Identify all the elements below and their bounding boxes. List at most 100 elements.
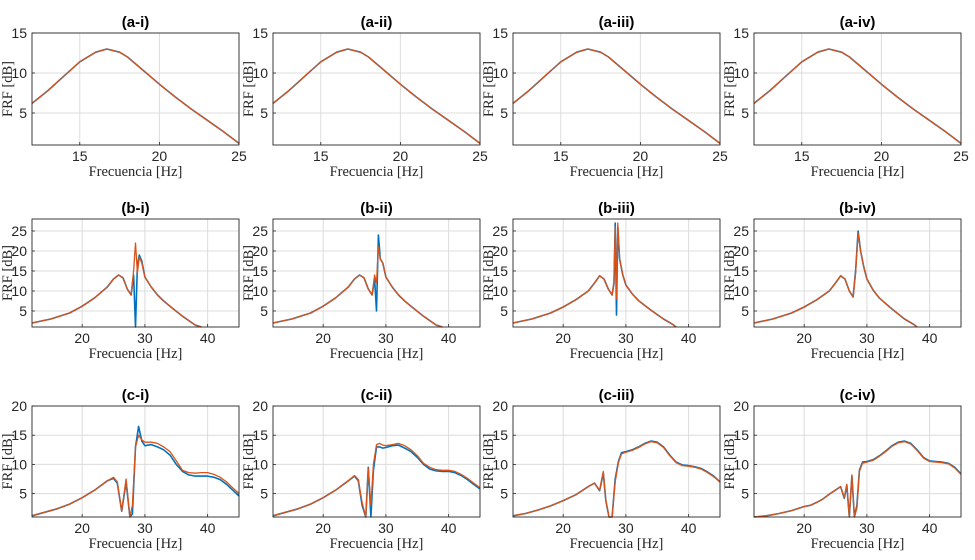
subplot-b-ii: 20 30 40 5 10 15 20 25 (b-ii) Frecuencia [Hz] FRF … <box>241 200 481 362</box>
x-tick-label: 20 <box>152 148 168 164</box>
y-tick-label: 5 <box>741 303 749 319</box>
axes-box <box>512 218 721 328</box>
x-tick-label: 20 <box>555 330 571 346</box>
axes-box <box>753 218 962 328</box>
subplot-a-i: 15 20 25 5 10 15 (a-i) Frecuencia [Hz] FRF [dB] <box>0 14 247 180</box>
x-tick-label: 40 <box>441 330 457 346</box>
y-tick-label: 5 <box>19 486 27 502</box>
y-tick-label: 10 <box>492 65 508 81</box>
axes-box <box>31 405 240 518</box>
x-tick-label: 30 <box>378 330 394 346</box>
x-tick-label: 15 <box>553 148 569 164</box>
axes-box <box>31 32 240 146</box>
y-axis-label: FRF [dB] <box>241 245 257 301</box>
x-tick-label: 30 <box>137 520 153 536</box>
x-axis-label: Frecuencia [Hz] <box>89 346 183 362</box>
y-tick-label: 10 <box>733 65 749 81</box>
plot-area <box>513 406 720 517</box>
y-tick-label: 20 <box>11 398 27 414</box>
subplot-title: (c-i) <box>122 387 150 404</box>
x-axis-label: Frecuencia [Hz] <box>330 164 424 180</box>
y-tick-label: 5 <box>19 105 27 121</box>
y-axis-label: FRF [dB] <box>241 61 257 117</box>
y-tick-label: 20 <box>492 243 508 259</box>
y-tick-label: 15 <box>11 263 27 279</box>
subplot-title: (b-ii) <box>360 200 392 217</box>
x-tick-label: 15 <box>72 148 88 164</box>
y-tick-label: 15 <box>733 263 749 279</box>
x-tick-label: 15 <box>794 148 810 164</box>
x-tick-label: 20 <box>874 148 890 164</box>
subplot-b-iv: 20 30 40 5 10 15 20 25 (b-iv) Frecuencia [Hz] FRF … <box>722 200 962 362</box>
subplot-title: (a-iii) <box>599 14 635 31</box>
series-line-2 <box>512 222 677 328</box>
axes-box <box>272 405 481 518</box>
y-axis-label: FRF [dB] <box>241 433 257 489</box>
x-tick-label: 20 <box>74 330 90 346</box>
x-tick-label: 30 <box>618 520 634 536</box>
y-tick-label: 25 <box>11 223 27 239</box>
x-tick-label: 30 <box>137 330 153 346</box>
y-axis-label: FRF [dB] <box>481 61 497 117</box>
axes-box <box>512 405 721 518</box>
y-tick-label: 5 <box>260 105 268 121</box>
y-tick-label: 10 <box>492 456 508 472</box>
y-tick-label: 15 <box>252 25 268 41</box>
subplot-title: (b-i) <box>121 200 149 217</box>
x-tick-label: 20 <box>555 520 571 536</box>
series-line-2 <box>753 232 918 328</box>
subplot-c-ii: 20 30 40 5 10 15 20 (c-ii) Frecuencia [Hz] FRF [d… <box>241 387 481 552</box>
subplot-title: (b-iv) <box>839 200 876 217</box>
x-tick-label: 20 <box>74 520 90 536</box>
x-tick-label: 25 <box>472 148 488 164</box>
x-axis-label: Frecuencia [Hz] <box>811 164 905 180</box>
y-axis-label: FRF [dB] <box>722 433 738 489</box>
x-tick-label: 40 <box>922 330 938 346</box>
x-tick-label: 40 <box>681 330 697 346</box>
axes-box <box>753 32 962 146</box>
y-tick-label: 15 <box>492 263 508 279</box>
x-axis-label: Frecuencia [Hz] <box>570 536 664 552</box>
y-axis-label: FRF [dB] <box>0 433 16 489</box>
plot-area <box>513 33 720 145</box>
y-tick-label: 10 <box>252 283 268 299</box>
y-tick-label: 5 <box>500 303 508 319</box>
subplot-title: (a-ii) <box>361 14 393 31</box>
x-tick-label: 25 <box>231 148 247 164</box>
subplot-title: (b-iii) <box>598 200 635 217</box>
x-tick-label: 30 <box>378 520 394 536</box>
y-tick-label: 15 <box>492 25 508 41</box>
series-line-2 <box>272 442 481 518</box>
y-tick-label: 25 <box>733 223 749 239</box>
series-line-2 <box>272 246 443 328</box>
subplot-a-ii: 15 20 25 5 10 15 (a-ii) Frecuencia [Hz] FRF [dB] <box>241 14 488 180</box>
y-tick-label: 20 <box>11 243 27 259</box>
x-tick-label: 30 <box>618 330 634 346</box>
x-tick-label: 20 <box>796 330 812 346</box>
x-axis-label: Frecuencia [Hz] <box>330 536 424 552</box>
x-tick-label: 40 <box>681 520 697 536</box>
x-axis-label: Frecuencia [Hz] <box>811 346 905 362</box>
x-tick-label: 40 <box>441 520 457 536</box>
y-tick-label: 10 <box>11 65 27 81</box>
y-tick-label: 15 <box>733 427 749 443</box>
subplot-title: (c-iv) <box>840 387 876 404</box>
x-axis-label: Frecuencia [Hz] <box>89 536 183 552</box>
x-axis-label: Frecuencia [Hz] <box>570 346 664 362</box>
axes-box <box>753 405 962 518</box>
x-tick-label: 20 <box>315 520 331 536</box>
y-tick-label: 5 <box>741 105 749 121</box>
x-tick-label: 40 <box>200 520 216 536</box>
x-tick-label: 20 <box>393 148 409 164</box>
axes-box <box>272 218 481 328</box>
x-tick-label: 20 <box>315 330 331 346</box>
plot-area <box>32 33 239 145</box>
plot-area <box>754 33 961 145</box>
y-tick-label: 10 <box>252 456 268 472</box>
y-tick-label: 20 <box>733 398 749 414</box>
series-line-2 <box>512 440 721 518</box>
x-tick-label: 20 <box>633 148 649 164</box>
series-line-2 <box>512 48 721 144</box>
y-tick-label: 10 <box>492 283 508 299</box>
